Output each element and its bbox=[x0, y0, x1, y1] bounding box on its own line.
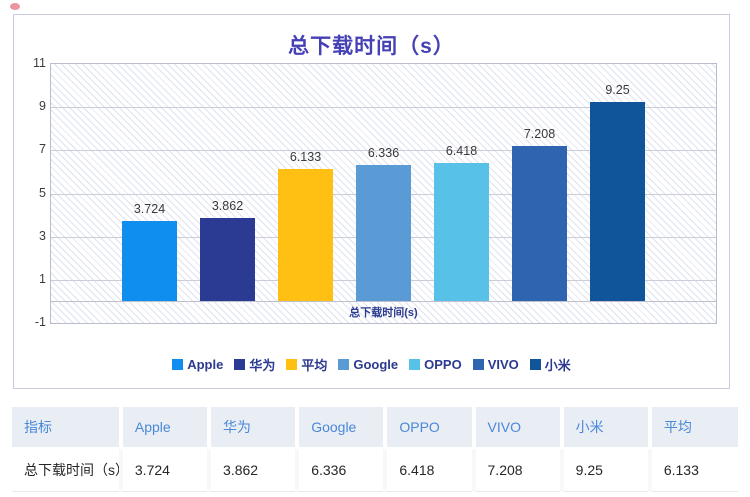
table-body: 总下载时间（s） 3.724 3.862 6.336 6.418 7.208 9.25 6.1… bbox=[12, 448, 738, 492]
legend-label: 平均 bbox=[301, 358, 328, 373]
legend-label: VIVO bbox=[487, 357, 519, 372]
table-cell: 7.208 bbox=[473, 448, 564, 492]
y-tick-label: 11 bbox=[33, 56, 46, 70]
table-header-cell: 小米 bbox=[561, 407, 652, 449]
bar-VIVO bbox=[512, 145, 567, 302]
bar-OPPO bbox=[434, 162, 489, 302]
table-cell: 3.724 bbox=[120, 448, 212, 492]
legend-swatch-icon bbox=[172, 359, 184, 370]
legend-item-OPPO: OPPO bbox=[409, 357, 462, 372]
legend-swatch-icon bbox=[286, 359, 298, 370]
bar-value-label: 7.208 bbox=[523, 126, 556, 141]
table-header-cell: 华为 bbox=[209, 407, 300, 449]
table-cell: 3.862 bbox=[209, 448, 300, 492]
legend-item-平均: 平均 bbox=[286, 355, 327, 374]
bar-华为 bbox=[200, 218, 255, 302]
bar-小米 bbox=[590, 101, 645, 302]
table-row: 总下载时间（s） 3.724 3.862 6.336 6.418 7.208 9.25 6.1… bbox=[12, 448, 738, 492]
bar-平均 bbox=[278, 169, 333, 302]
legend-item-华为: 华为 bbox=[234, 355, 275, 374]
table-header-cell: VIVO bbox=[473, 407, 564, 449]
legend-label: Apple bbox=[187, 357, 224, 372]
bar-value-label: 9.25 bbox=[605, 82, 630, 97]
x-axis-label: 总下载时间(s) bbox=[349, 307, 418, 319]
gridline bbox=[51, 150, 716, 152]
metrics-table: 指标 Apple 华为 Google OPPO VIVO 小米 平均 总下载时间（s） 3.72… bbox=[12, 407, 738, 492]
table-header-cell: Google bbox=[297, 407, 388, 449]
legend-swatch-icon bbox=[529, 359, 541, 370]
table-header-cell: 指标 bbox=[12, 407, 123, 449]
y-tick-label: 9 bbox=[39, 99, 46, 114]
bar-value-label: 6.133 bbox=[289, 150, 322, 165]
gridline bbox=[51, 107, 716, 109]
legend-swatch-icon bbox=[472, 359, 484, 370]
y-tick-label: 1 bbox=[39, 271, 46, 286]
plot-area: 总下载时间(s) 3.724 3.862 6.133 6.336 6.418 7.208 9… bbox=[50, 63, 717, 324]
bar-Apple bbox=[122, 221, 177, 302]
y-tick-label: 3 bbox=[39, 228, 46, 243]
chart-legend: Apple 华为 平均 Google OPPO VIVO 小米 bbox=[14, 355, 729, 374]
y-axis: 11 9 7 5 3 1 -1 bbox=[16, 56, 46, 329]
table-header-cell: Apple bbox=[120, 407, 212, 449]
legend-label: OPPO bbox=[424, 357, 462, 372]
bar-Google bbox=[356, 164, 411, 302]
table-cell: 6.418 bbox=[385, 448, 476, 492]
table-head: 指标 Apple 华为 Google OPPO VIVO 小米 平均 bbox=[12, 407, 738, 449]
red-indicator-dot bbox=[10, 3, 20, 10]
table-cell: 6.336 bbox=[297, 448, 388, 492]
legend-item-Apple: Apple bbox=[172, 357, 223, 372]
legend-item-小米: 小米 bbox=[529, 355, 571, 374]
legend-swatch-icon bbox=[338, 359, 350, 370]
legend-label: 小米 bbox=[544, 358, 571, 373]
table-header-cell: 平均 bbox=[649, 407, 738, 449]
chart-card: 总下载时间（s） 11 9 7 5 3 1 -1 总下载时间(s) 3.724 3.862 6.… bbox=[13, 14, 730, 389]
table-cell: 9.25 bbox=[561, 448, 652, 492]
legend-swatch-icon bbox=[234, 359, 246, 370]
chart-title: 总下载时间（s） bbox=[288, 35, 455, 58]
legend-label: Google bbox=[353, 357, 399, 372]
bar-value-label: 6.336 bbox=[367, 145, 400, 160]
legend-swatch-icon bbox=[409, 359, 421, 370]
table-cell: 6.133 bbox=[649, 448, 738, 492]
legend-item-VIVO: VIVO bbox=[472, 357, 519, 372]
bar-value-label: 6.418 bbox=[445, 143, 478, 158]
table-header-cell: OPPO bbox=[385, 407, 476, 449]
bar-value-label: 3.724 bbox=[133, 202, 166, 217]
legend-item-Google: Google bbox=[338, 357, 398, 372]
table-cell: 总下载时间（s） bbox=[12, 448, 123, 492]
y-tick-label: 5 bbox=[39, 185, 46, 200]
y-tick-label: 7 bbox=[39, 142, 46, 157]
y-tick-label: -1 bbox=[34, 315, 46, 329]
gridline-baseline bbox=[51, 301, 716, 303]
legend-label: 华为 bbox=[249, 358, 276, 373]
table-header-row: 指标 Apple 华为 Google OPPO VIVO 小米 平均 bbox=[12, 407, 738, 449]
bar-value-label: 3.862 bbox=[211, 199, 244, 214]
